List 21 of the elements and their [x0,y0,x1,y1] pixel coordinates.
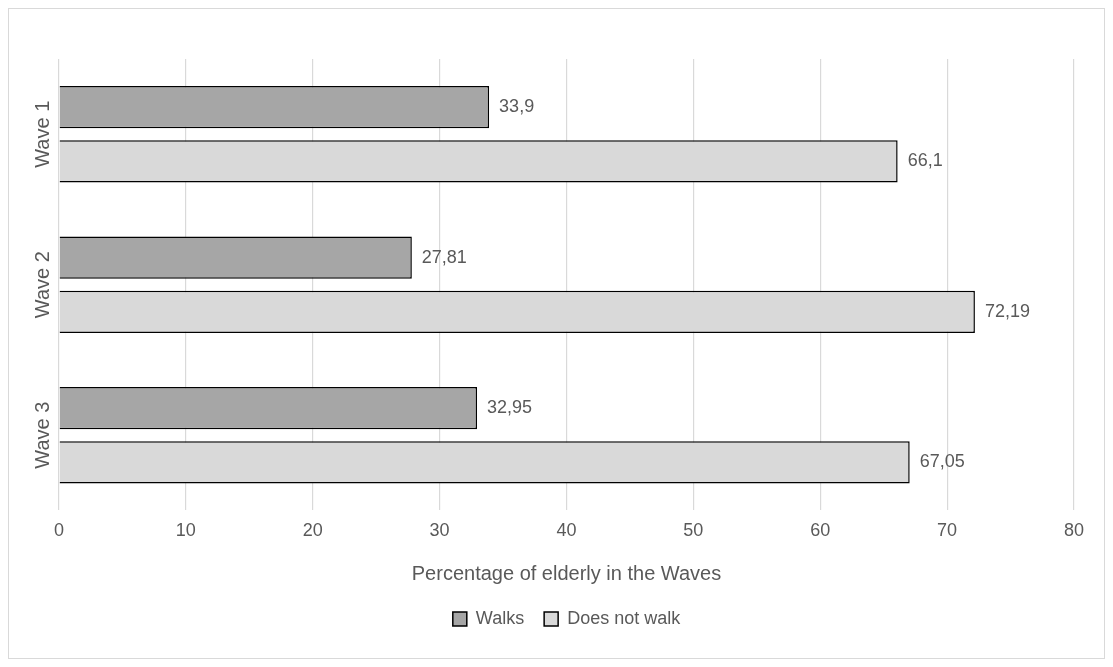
x-tick-label: 60 [810,520,831,541]
data-label: 67,05 [919,451,965,472]
x-tick-label: 30 [429,520,450,541]
x-tick-label: 20 [302,520,323,541]
legend-label: Walks [475,607,525,628]
data-label: 32,95 [487,397,533,418]
y-tick-label: Wave 2 [30,251,53,319]
data-label: 33,9 [499,96,535,117]
data-label: 72,19 [984,300,1030,321]
x-tick-label: 0 [53,520,65,541]
x-tick-label: 80 [1063,520,1085,541]
data-label: 66,1 [907,150,943,171]
x-tick-label: 50 [683,520,704,541]
x-axis-title: Percentage of elderly in the Waves [411,561,722,584]
y-tick-label: Wave 1 [30,100,53,168]
x-tick-label: 70 [937,520,958,541]
y-tick-label: Wave 3 [30,401,53,469]
data-label: 27,81 [421,246,467,267]
x-tick-label: 10 [175,520,196,541]
x-tick-label: 40 [556,520,577,541]
legend-label: Does not walk [567,607,682,628]
